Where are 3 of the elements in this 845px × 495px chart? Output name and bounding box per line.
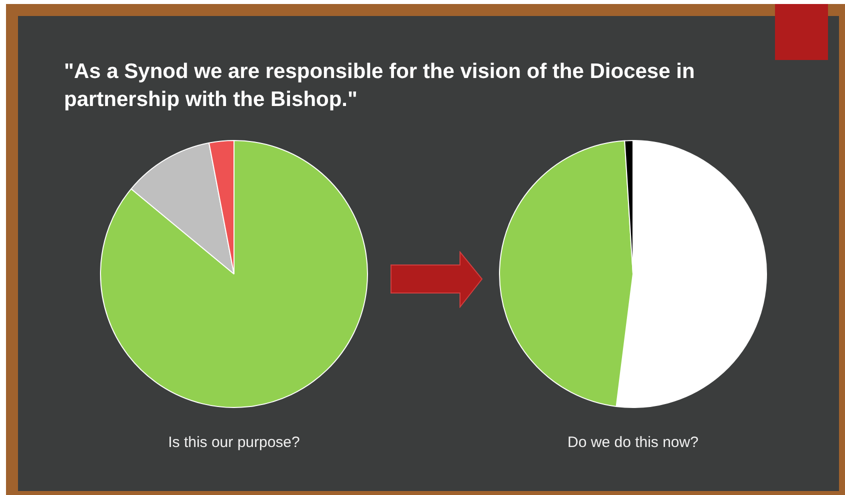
text: Is this our purpose? bbox=[167, 434, 301, 451]
text: Do we do this now? bbox=[566, 434, 700, 451]
chart-title: "As a Synod we are responsible for the vision of the Diocese in partnership with the Bishop." bbox=[64, 59, 696, 113]
